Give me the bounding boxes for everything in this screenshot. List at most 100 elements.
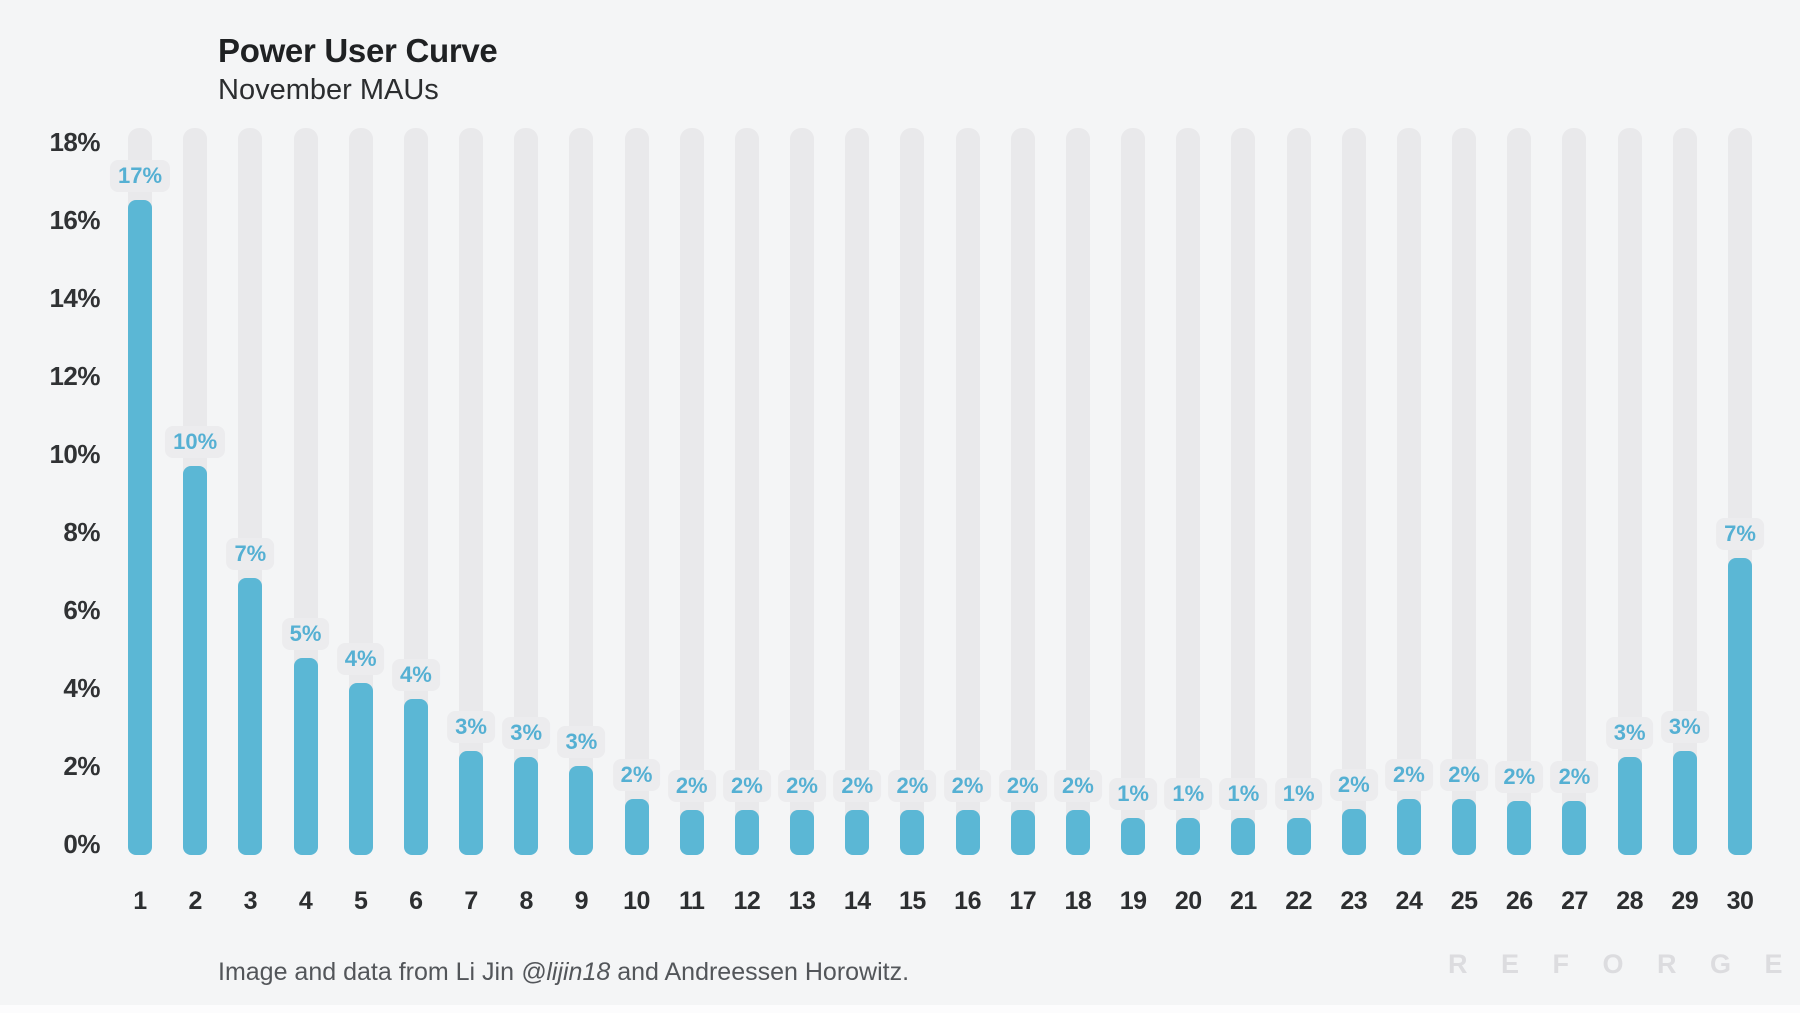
x-tick-label: 10 bbox=[623, 887, 650, 915]
bar-value-label: 1% bbox=[1109, 778, 1157, 811]
x-tick-label: 29 bbox=[1671, 887, 1699, 915]
bar-value-label: 7% bbox=[226, 537, 275, 570]
bar-value-label: 2% bbox=[1054, 770, 1102, 803]
x-tick-label: 18 bbox=[1064, 887, 1092, 915]
chart-title: Power User Curve bbox=[218, 32, 498, 69]
bar-value-label: 4% bbox=[336, 643, 385, 676]
bar bbox=[1617, 756, 1642, 855]
bar bbox=[1231, 818, 1256, 855]
x-tick-label: 13 bbox=[788, 887, 816, 915]
bar-value-label: 2% bbox=[1550, 760, 1599, 793]
bar bbox=[514, 756, 539, 855]
bar bbox=[900, 810, 925, 855]
x-tick-label: 9 bbox=[574, 887, 589, 915]
bar bbox=[569, 766, 594, 855]
bar bbox=[238, 577, 263, 855]
bar-value-label: 2% bbox=[1385, 758, 1433, 791]
bar bbox=[790, 810, 815, 855]
bar bbox=[293, 658, 318, 855]
bar-value-label: 1% bbox=[1219, 778, 1268, 811]
x-tick-label: 2 bbox=[188, 887, 202, 915]
bar-track bbox=[900, 128, 925, 855]
x-tick-label: 24 bbox=[1395, 887, 1423, 915]
bar bbox=[1341, 808, 1366, 855]
bar-value-label: 2% bbox=[833, 770, 882, 803]
x-tick-label: 22 bbox=[1285, 887, 1313, 915]
x-tick-label: 30 bbox=[1726, 887, 1754, 915]
y-tick-label: 10% bbox=[49, 439, 100, 469]
bar bbox=[1121, 818, 1146, 855]
bar-track bbox=[734, 128, 759, 855]
bar-value-label: 2% bbox=[943, 770, 992, 803]
x-tick-label: 3 bbox=[243, 887, 258, 915]
bar-value-label: 3% bbox=[1605, 716, 1654, 749]
bar bbox=[679, 810, 704, 855]
x-tick-label: 21 bbox=[1230, 887, 1257, 915]
x-tick-label: 8 bbox=[519, 887, 534, 915]
x-tick-label: 20 bbox=[1174, 887, 1202, 915]
bar-value-label: 2% bbox=[612, 758, 661, 791]
bar-track bbox=[1507, 128, 1532, 855]
attribution-suffix: and Andreessen Horowitz. bbox=[610, 958, 910, 986]
bar-track bbox=[1121, 128, 1146, 855]
bottom-edge-strip bbox=[0, 1005, 1800, 1013]
x-tick-label: 25 bbox=[1450, 887, 1478, 915]
bar bbox=[734, 810, 759, 855]
bar bbox=[183, 465, 208, 855]
chart-subtitle: November MAUs bbox=[218, 74, 439, 106]
bar-value-label: 2% bbox=[1329, 768, 1378, 801]
bar-value-label: 3% bbox=[1660, 710, 1709, 743]
y-tick-label: 8% bbox=[63, 517, 100, 547]
x-tick-label: 4 bbox=[298, 887, 313, 915]
x-tick-label: 11 bbox=[679, 887, 705, 915]
bar bbox=[403, 698, 428, 855]
bar bbox=[1396, 798, 1421, 855]
x-tick-label: 28 bbox=[1616, 887, 1644, 915]
bar-track bbox=[1452, 128, 1477, 855]
bar-value-label: 4% bbox=[391, 658, 440, 691]
bar-value-label: 3% bbox=[557, 726, 606, 759]
bar-value-label: 2% bbox=[667, 770, 716, 803]
bar bbox=[1010, 810, 1035, 855]
x-tick-label: 16 bbox=[954, 887, 981, 915]
bar bbox=[348, 683, 373, 855]
x-tick-label: 6 bbox=[409, 887, 423, 915]
bar-track bbox=[1562, 128, 1587, 855]
bar bbox=[845, 810, 870, 855]
bar bbox=[1176, 818, 1201, 855]
bar-value-label: 2% bbox=[778, 770, 826, 803]
bar-value-label: 2% bbox=[1495, 760, 1544, 793]
attribution-prefix: Image and data from Li Jin bbox=[218, 958, 521, 986]
bar-track bbox=[459, 128, 484, 855]
bar-track bbox=[679, 128, 704, 855]
x-tick-label: 1 bbox=[133, 887, 147, 915]
bar-track bbox=[1396, 128, 1421, 855]
y-tick-label: 14% bbox=[49, 283, 100, 313]
x-tick-label: 26 bbox=[1505, 887, 1533, 915]
bar-value-label: 2% bbox=[722, 770, 771, 803]
x-tick-label: 14 bbox=[843, 887, 871, 915]
bar-value-label: 3% bbox=[447, 710, 495, 743]
bar-value-label: 17% bbox=[109, 160, 171, 193]
bar-value-label: 3% bbox=[502, 716, 551, 749]
bar-value-label: 2% bbox=[888, 770, 937, 803]
bar-track bbox=[1176, 128, 1201, 855]
reforge-watermark: R E F O R G E bbox=[1448, 949, 1796, 979]
bar bbox=[624, 798, 649, 855]
bar bbox=[1672, 750, 1697, 855]
bar bbox=[1065, 810, 1090, 855]
bar-track bbox=[955, 128, 980, 855]
bar bbox=[128, 200, 152, 855]
bar-track bbox=[1672, 128, 1697, 855]
bar-track bbox=[1010, 128, 1035, 855]
bar-track bbox=[1286, 128, 1311, 855]
bar-value-label: 5% bbox=[281, 618, 330, 651]
bar bbox=[1562, 800, 1587, 855]
x-tick-label: 5 bbox=[353, 887, 368, 915]
y-tick-label: 2% bbox=[63, 751, 100, 781]
bar-value-label: 2% bbox=[1440, 758, 1489, 791]
bar-value-label: 10% bbox=[165, 425, 226, 458]
bar-track bbox=[790, 128, 815, 855]
bar bbox=[1286, 818, 1311, 855]
